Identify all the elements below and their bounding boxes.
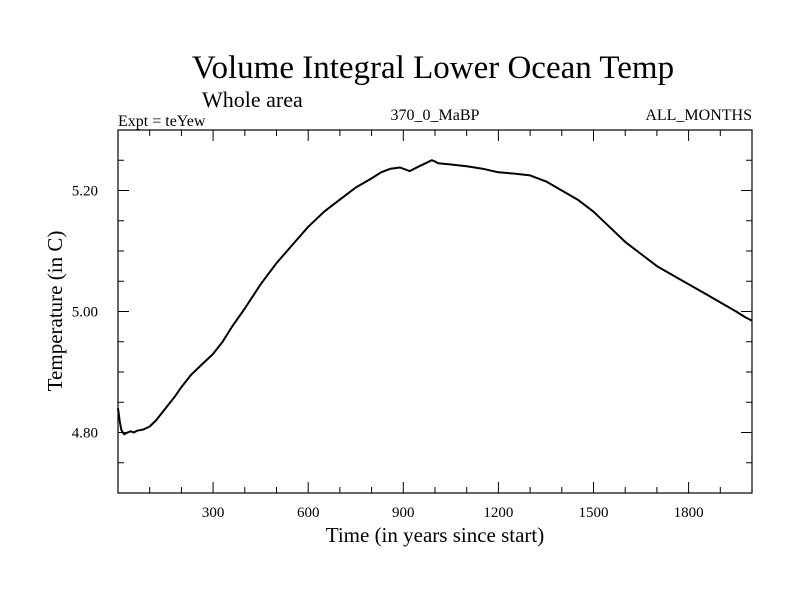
period-label: 370_0_MaBP (391, 107, 480, 124)
x-tick-label: 1500 (579, 505, 609, 521)
plot-frame (117, 129, 753, 494)
chart-subtitle: Whole area (202, 87, 303, 112)
x-tick-label: 1200 (483, 505, 513, 521)
chart-title: Volume Integral Lower Ocean Temp (192, 50, 674, 86)
axis-ticks (118, 130, 752, 493)
experiment-label: Expt = teYew (118, 113, 206, 130)
axis-tick-labels: 300 600 900 1200 1500 1800 4.80 5.00 5.20 (72, 184, 704, 522)
x-axis-label: Time (in years since start) (326, 523, 545, 547)
y-tick-label: 4.80 (72, 426, 98, 442)
x-tick-label: 900 (392, 505, 415, 521)
x-tick-label: 1800 (674, 505, 704, 521)
x-tick-label: 300 (202, 505, 225, 521)
y-tick-label: 5.00 (72, 305, 98, 321)
y-axis-label: Temperature (in C) (43, 231, 67, 392)
x-tick-label: 600 (297, 505, 320, 521)
months-label: ALL_MONTHS (645, 107, 752, 124)
series-line (117, 159, 753, 436)
y-tick-label: 5.20 (72, 184, 98, 200)
